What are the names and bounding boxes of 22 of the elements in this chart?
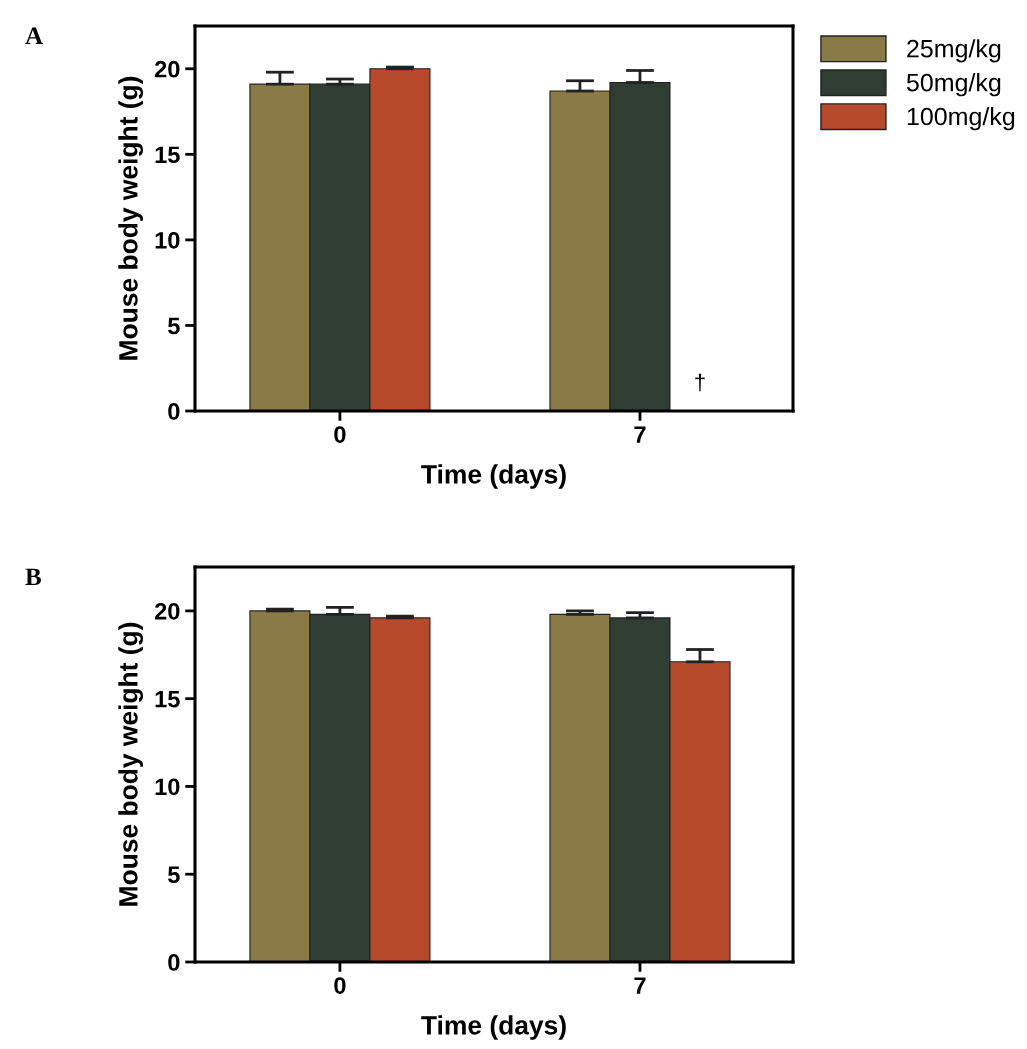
y-tick-label: 20	[154, 602, 180, 620]
text: B	[25, 568, 41, 586]
x-axis-title: Time (days)	[421, 464, 566, 489]
y-tick-label: 5	[168, 866, 180, 884]
y-tick-label: 10	[155, 778, 180, 796]
y-tick-label: 0	[168, 954, 180, 971]
y-axis-title: Mouse body weight (g)	[118, 76, 144, 360]
y-axis-title: Mouse body weight (g)	[118, 622, 144, 906]
y-tick-label: 5	[168, 317, 180, 335]
x-axis-title: Time (days)	[421, 1015, 566, 1040]
y-tick-label: 10	[155, 231, 180, 249]
legend-label: 100mg/kg	[907, 107, 1015, 131]
x-tick-label: 7	[634, 977, 646, 994]
y-tick-label: 0	[168, 403, 180, 420]
legend-label: 50mg/kg	[906, 73, 1001, 97]
y-tick-label: 15	[155, 146, 180, 164]
legend-label: 25mg/kg	[907, 39, 1001, 63]
y-tick-label: 20	[154, 60, 180, 78]
annotation: †	[695, 373, 705, 392]
x-tick-label: 7	[634, 426, 646, 443]
y-tick-label: 15	[155, 690, 180, 708]
text: A	[25, 27, 43, 45]
